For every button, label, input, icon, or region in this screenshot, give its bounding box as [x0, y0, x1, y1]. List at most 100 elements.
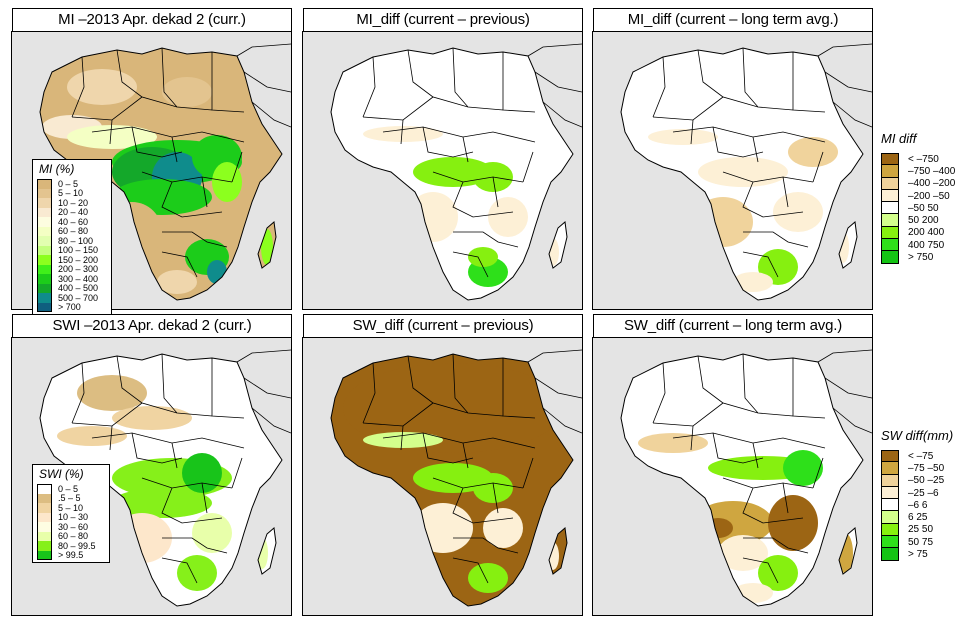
legend-swatch: [881, 523, 899, 537]
country-border: [362, 402, 504, 427]
legend-item: > 750: [881, 251, 955, 264]
legend-title: SWI (%): [39, 467, 84, 481]
legend-item: 60 – 80: [37, 531, 105, 541]
legend-label: > 75: [908, 549, 928, 561]
legend-swatch: [37, 217, 52, 227]
legend-swatch: [881, 226, 899, 240]
country-border: [109, 425, 113, 451]
legend-item: –50 –25: [881, 474, 953, 487]
country-border: [652, 402, 794, 427]
country-border: [690, 425, 694, 451]
value-zone: [57, 426, 127, 446]
legend-item: 10 – 30: [37, 512, 105, 522]
country-border: [743, 537, 809, 554]
legend-swatch: [881, 202, 899, 215]
country-border: [161, 181, 223, 218]
legend-swatch: [37, 274, 52, 284]
land-fill: [331, 48, 573, 300]
legend-label: 400 750: [908, 239, 945, 251]
legend-item: –50 50: [881, 202, 955, 215]
legend-swatch: [37, 512, 52, 522]
value-zone: [256, 537, 268, 569]
legend-swatch: [37, 188, 52, 198]
value-zone: [363, 126, 443, 142]
value-zone: [363, 432, 443, 448]
country-border: [201, 176, 208, 208]
value-zone: [773, 192, 823, 232]
country-border: [452, 47, 469, 108]
legend-swatch: [37, 179, 52, 189]
value-zone: [112, 488, 212, 518]
legend-item: < –75: [881, 450, 953, 463]
country-border: [782, 482, 789, 514]
legend-swatch: [881, 536, 899, 549]
legend-label: 500 – 700: [58, 292, 99, 303]
legend-label: < –750: [908, 153, 939, 165]
value-zone: [162, 77, 212, 107]
legend-label: 40 – 60: [58, 216, 89, 227]
country-border: [452, 353, 469, 414]
value-zone: [733, 583, 773, 603]
legend-swatch: [37, 226, 52, 236]
legend-label: 0 – 5: [58, 483, 79, 494]
legend-item: 10 – 20: [37, 198, 107, 208]
value-zone: [413, 503, 473, 553]
map-mi-diff-previous: [302, 31, 583, 310]
neighbor-coastline: [817, 43, 872, 128]
country-border: [71, 402, 213, 427]
country-border: [161, 251, 198, 278]
value-zone: [192, 513, 232, 553]
legend-label: > 99.5: [58, 550, 84, 561]
value-zone: [468, 563, 508, 593]
value-zone: [547, 542, 559, 570]
value-zone: [67, 125, 157, 149]
country-border: [712, 126, 764, 158]
country-border: [161, 487, 223, 524]
legend-mi-diff: MI diff < –750 –750 –400 –400 –200 –200 –50…: [881, 131, 955, 264]
legend-label: .5 – 5: [58, 493, 81, 504]
country-border: [162, 231, 228, 248]
legend-item: 30 – 60: [37, 522, 105, 532]
map-mi-diff-longterm: [592, 31, 873, 310]
value-zone: [648, 129, 718, 145]
country-border: [161, 47, 178, 108]
legend-label: –25 –6: [908, 487, 939, 499]
value-zone: [67, 69, 137, 105]
value-zone: [177, 555, 217, 591]
legend-label: 50 75: [908, 536, 934, 548]
legend-swatch: [37, 236, 52, 246]
legend-item: 100 – 150: [37, 245, 107, 255]
legend-item: 60 – 80: [37, 226, 107, 236]
country-border: [231, 457, 243, 489]
legend-label: 400 – 500: [58, 283, 99, 294]
legend-item: 25 50: [881, 523, 953, 537]
country-border: [141, 171, 233, 183]
legend-label: –6 6: [908, 499, 928, 511]
legend-item: 0 – 5: [37, 484, 105, 494]
value-zone: [413, 463, 493, 493]
country-border: [141, 477, 233, 489]
value-zone: [837, 231, 849, 263]
legend-item: 20 – 40: [37, 207, 107, 217]
legend-label: –50 –25: [908, 475, 945, 487]
legend-item: < –750: [881, 153, 955, 166]
value-zone: [837, 533, 853, 573]
legend-label: 30 – 60: [58, 521, 89, 532]
legend-label: 5 – 10: [58, 502, 84, 513]
map-sw-diff-longterm: [592, 337, 873, 616]
country-border: [742, 557, 779, 584]
country-border: [116, 355, 143, 404]
legend-item: 50 200: [881, 214, 955, 227]
country-border: [201, 482, 208, 514]
legend-swatch: [37, 522, 52, 532]
legend-item: 5 – 10: [37, 188, 107, 198]
legend-swatch: [881, 548, 899, 561]
neighbor-coastline: [236, 349, 291, 434]
legend-item: 40 – 60: [37, 217, 107, 227]
legend-swatch: [37, 503, 52, 513]
value-zone: [488, 197, 528, 237]
legend-item: 50 75: [881, 536, 953, 549]
legend-label: –200 –50: [908, 190, 950, 202]
panel-title: MI_diff (current – previous): [303, 8, 583, 32]
country-border: [752, 442, 759, 469]
